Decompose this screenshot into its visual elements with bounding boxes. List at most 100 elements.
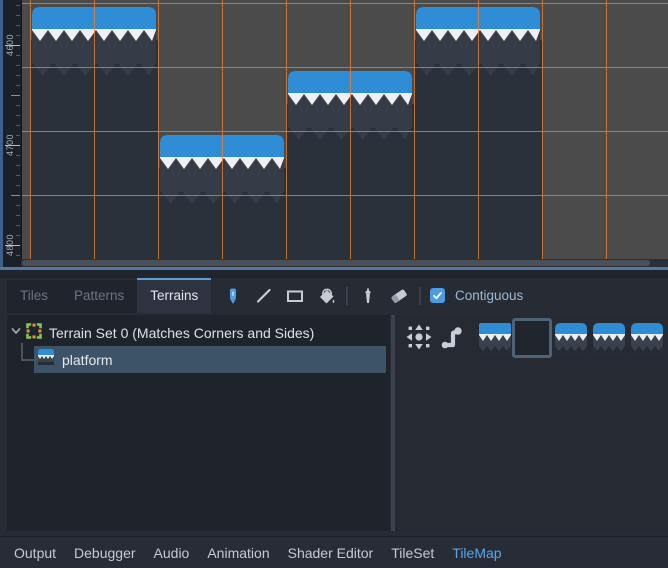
bucket-icon xyxy=(320,288,335,303)
terrain-set-row[interactable]: Terrain Set 0 (Matches Corners and Sides… xyxy=(7,319,390,347)
ruler-tick xyxy=(16,225,20,226)
chevron-down-icon[interactable] xyxy=(10,324,22,342)
checkmark-icon xyxy=(433,292,442,300)
bottom-bar-item-tilemap[interactable]: TileMap xyxy=(452,544,502,561)
ruler-tick xyxy=(16,155,20,156)
grid-line-horizontal xyxy=(21,3,668,4)
viewport-focus-border-bottom xyxy=(0,267,668,270)
ruler-tick xyxy=(16,75,20,76)
ruler-tick xyxy=(16,185,20,186)
ruler-tick xyxy=(16,15,20,16)
paint-icon xyxy=(230,288,236,304)
ruler-tick xyxy=(5,245,20,246)
tree-connector-horizontal xyxy=(21,359,34,361)
ruler-label: 4600 xyxy=(5,33,15,57)
ruler-tick xyxy=(16,35,20,36)
horizontal-scrollbar[interactable] xyxy=(21,259,668,267)
ruler-tick xyxy=(16,105,20,106)
contiguous-checkbox[interactable] xyxy=(430,288,445,303)
ruler-tick xyxy=(16,205,20,206)
grid-line-vertical xyxy=(30,0,31,260)
ruler-tick xyxy=(16,85,20,86)
ruler-tick xyxy=(5,145,20,146)
2d-viewport: 4600 4700 4800 xyxy=(0,0,668,270)
bottom-bar-item-debugger[interactable]: Debugger xyxy=(74,544,136,561)
ruler-tick xyxy=(16,125,20,126)
terrain-tile-empty-selected[interactable] xyxy=(512,318,552,358)
terrain-connect-mode-button[interactable] xyxy=(405,323,433,356)
ruler-label: 4800 xyxy=(5,233,15,257)
grid-line-horizontal xyxy=(21,131,668,132)
eraser-tool-button[interactable] xyxy=(388,285,410,307)
tilemap-tab-bar: Tiles Patterns Terrains xyxy=(7,278,212,313)
line-icon xyxy=(256,288,271,303)
ruler-tick xyxy=(16,65,20,66)
picker-icon xyxy=(365,288,371,303)
grid-line-vertical xyxy=(542,0,543,260)
terrain-path-mode-button[interactable] xyxy=(438,323,466,356)
tree-connector-vertical xyxy=(21,343,23,361)
tab-terrains[interactable]: Terrains xyxy=(137,278,212,313)
panel-splitter[interactable] xyxy=(391,315,395,531)
toolbar-separator xyxy=(419,286,421,305)
grid-line-vertical xyxy=(94,0,95,260)
contiguous-label: Contiguous xyxy=(455,288,524,303)
terrain-item-label: platform xyxy=(62,351,113,368)
terrains-tree-panel: Terrain Set 0 (Matches Corners and Sides… xyxy=(7,315,390,531)
rect-tool-button[interactable] xyxy=(284,285,306,307)
bottom-bar-item-animation[interactable]: Animation xyxy=(207,544,270,561)
bottom-bar-item-output[interactable]: Output xyxy=(14,544,57,561)
bottom-bar-item-tileset[interactable]: TileSet xyxy=(391,544,435,561)
terrain-item-row-platform[interactable]: platform xyxy=(34,346,386,373)
bottom-bar-item-audio[interactable]: Audio xyxy=(153,544,190,561)
bottom-bar-item-shader-editor[interactable]: Shader Editor xyxy=(287,544,374,561)
ruler-label: 4700 xyxy=(5,133,15,157)
paint-tool-button[interactable] xyxy=(222,285,244,307)
terrain-tile-3[interactable] xyxy=(592,322,626,356)
vertical-ruler: 4600 4700 4800 xyxy=(3,0,22,267)
grid-line-horizontal xyxy=(21,67,668,68)
terrain-connect-icon xyxy=(406,324,432,350)
bucket-tool-button[interactable] xyxy=(315,285,337,307)
ruler-tick xyxy=(16,5,20,6)
eraser-icon xyxy=(391,289,407,303)
terrain-path-icon xyxy=(441,327,462,349)
ruler-tick xyxy=(11,95,20,96)
terrain-set-icon xyxy=(26,322,42,344)
tab-patterns[interactable]: Patterns xyxy=(61,280,138,313)
tilemap-toolbar: Contiguous xyxy=(222,278,523,313)
ruler-tick xyxy=(16,135,20,136)
tab-tiles[interactable]: Tiles xyxy=(7,280,62,313)
grid-line-vertical xyxy=(478,0,479,260)
ruler-tick xyxy=(16,25,20,26)
ruler-tick xyxy=(16,255,20,256)
terrain-tile-0[interactable] xyxy=(478,322,512,356)
ruler-tick xyxy=(16,215,20,216)
ruler-tick xyxy=(16,235,20,236)
bottom-editor-bar: Output Debugger Audio Animation Shader Edito… xyxy=(0,536,668,568)
viewport-canvas[interactable] xyxy=(21,0,668,260)
grid-line-horizontal xyxy=(21,195,668,196)
horizontal-scrollbar-grip[interactable] xyxy=(22,260,650,266)
picker-tool-button[interactable] xyxy=(357,285,379,307)
rect-icon xyxy=(287,290,303,302)
terrain-tile-2[interactable] xyxy=(554,322,588,356)
grid-line-vertical xyxy=(286,0,287,260)
ruler-tick xyxy=(16,115,20,116)
terrain-item-icon xyxy=(37,348,55,371)
grid-line-vertical xyxy=(158,0,159,260)
viewport-focus-border-left xyxy=(0,0,3,270)
ruler-tick xyxy=(16,165,20,166)
terrain-tile-4[interactable] xyxy=(630,322,664,356)
ruler-tick xyxy=(11,195,20,196)
toolbar-separator xyxy=(346,286,348,305)
grid-line-vertical xyxy=(350,0,351,260)
tilemap-bottom-panel: Tiles Patterns Terrains Contiguous xyxy=(0,278,668,536)
grid-line-vertical xyxy=(606,0,607,260)
line-tool-button[interactable] xyxy=(253,285,275,307)
ruler-tick xyxy=(16,175,20,176)
grid-line-vertical xyxy=(414,0,415,260)
terrain-picker-panel xyxy=(396,315,668,531)
terrain-set-label: Terrain Set 0 (Matches Corners and Sides… xyxy=(49,325,315,341)
ruler-tick xyxy=(5,45,20,46)
